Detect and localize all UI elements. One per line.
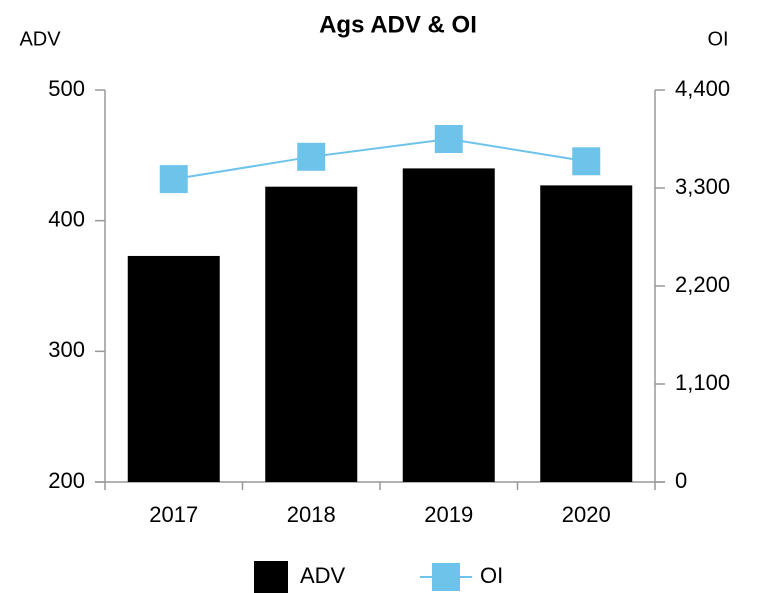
x-tick-label: 2020 (562, 502, 611, 527)
y2-axis-label: OI (707, 28, 728, 50)
line-marker (572, 147, 601, 176)
line (173, 137, 587, 181)
y2-tick-label: 4,400 (675, 76, 730, 101)
y-tick-label: 400 (48, 206, 85, 231)
y-tick-label: 200 (48, 468, 85, 493)
line-marker (434, 125, 463, 153)
line-marker (297, 142, 326, 171)
bar (540, 185, 633, 483)
y-tick-label: 300 (48, 337, 85, 362)
x-tick-label: 2017 (149, 502, 198, 527)
line-marker (159, 165, 188, 194)
bar (402, 168, 495, 482)
x-tick-label: 2019 (424, 502, 473, 527)
y2-tick-label: 0 (675, 468, 687, 493)
y2-tick-label: 3,300 (675, 174, 730, 199)
bar (127, 255, 220, 482)
legend-label: ADV (300, 563, 346, 588)
y2-tick-label: 1,100 (675, 370, 730, 395)
legend-swatch (254, 561, 288, 593)
bar (265, 186, 358, 482)
y-tick-label: 500 (48, 76, 85, 101)
chart-title: Ags ADV & OI (319, 11, 477, 38)
y-axis-label: ADV (19, 28, 61, 50)
legend-label: OI (480, 563, 503, 588)
y2-tick-label: 2,200 (675, 272, 730, 297)
legend-swatch (432, 563, 460, 591)
x-tick-label: 2018 (287, 502, 336, 527)
